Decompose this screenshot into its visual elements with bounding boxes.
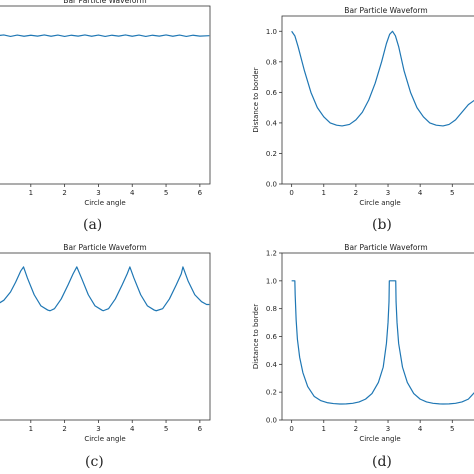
axes-frame (281, 15, 474, 185)
chart-title: Bar Particle Waveform (344, 6, 427, 15)
x-tick-label: 4 (418, 425, 423, 433)
x-tick-label: 5 (164, 189, 168, 197)
chart-title: Bar Particle Waveform (63, 0, 146, 5)
x-tick-label: 2 (62, 189, 66, 197)
y-axis-label: Distance to border (252, 67, 260, 132)
chart-panel-0: Bar Particle Waveform 1 2 3 4 5 6 Circle angle (0, 0, 211, 207)
x-tick-label: 4 (418, 189, 423, 197)
x-axis-label: Circle angle (84, 435, 125, 443)
x-axis-label: Circle angle (359, 435, 400, 443)
chart-panel-1: Bar Particle Waveform 0 1 2 3 4 5 0.0 0.2 0.4 0.6 0… (252, 6, 474, 207)
y-tick-label: 0.2 (266, 389, 277, 397)
axes-frame (0, 252, 211, 421)
series-line-0 (291, 30, 474, 127)
x-axis-label: Circle angle (84, 199, 125, 207)
x-tick-label: 0 (289, 425, 293, 433)
axes-frame (281, 252, 474, 421)
x-tick-label: 1 (29, 189, 33, 197)
chart-panel-3: Bar Particle Waveform 0 1 2 3 4 5 0.0 0.2 0.4 0.6 0… (252, 243, 474, 443)
y-tick-label: 0.4 (266, 361, 278, 369)
y-axis-label: Distance to border (252, 304, 260, 369)
y-tick-label: 0.8 (266, 58, 277, 66)
x-tick-label: 3 (96, 425, 100, 433)
x-tick-label: 0 (289, 189, 293, 197)
y-tick-label: 0.6 (266, 89, 278, 97)
x-tick-label: 5 (450, 189, 454, 197)
x-tick-label: 6 (198, 189, 203, 197)
y-tick-label: 0.4 (266, 119, 278, 127)
x-tick-label: 6 (198, 425, 203, 433)
x-tick-label: 5 (450, 425, 454, 433)
series-line-0 (0, 266, 210, 312)
panel-label-b: (b) (372, 217, 392, 233)
panel-label-c: (c) (85, 454, 104, 470)
series-line-0 (0, 34, 210, 38)
y-tick-label: 1.0 (266, 28, 277, 36)
axes-frame (0, 5, 211, 185)
series-line-0 (291, 280, 474, 405)
x-tick-label: 2 (354, 425, 358, 433)
x-tick-label: 2 (354, 189, 358, 197)
y-tick-label: 0.0 (266, 417, 277, 425)
x-tick-label: 1 (29, 425, 33, 433)
x-axis-label: Circle angle (359, 199, 400, 207)
y-tick-label: 1.0 (266, 277, 277, 285)
panel-label-d: (d) (372, 454, 392, 470)
x-tick-label: 3 (386, 189, 390, 197)
chart-panel-2: Bar Particle Waveform 1 2 3 4 5 6 Circle angle (0, 243, 211, 443)
x-tick-label: 3 (386, 425, 390, 433)
chart-title: Bar Particle Waveform (63, 243, 146, 252)
y-tick-label: 0.0 (266, 181, 277, 189)
x-tick-label: 4 (130, 425, 135, 433)
y-tick-label: 0.6 (266, 333, 278, 341)
chart-title: Bar Particle Waveform (344, 243, 427, 252)
panel-label-a: (a) (83, 217, 103, 233)
y-tick-label: 0.2 (266, 150, 277, 158)
x-tick-label: 4 (130, 189, 135, 197)
x-tick-label: 3 (96, 189, 100, 197)
x-tick-label: 2 (62, 425, 66, 433)
x-tick-label: 1 (322, 425, 326, 433)
x-tick-label: 5 (164, 425, 168, 433)
y-tick-label: 1.2 (266, 250, 277, 258)
y-tick-label: 0.8 (266, 305, 277, 313)
x-tick-label: 1 (322, 189, 326, 197)
